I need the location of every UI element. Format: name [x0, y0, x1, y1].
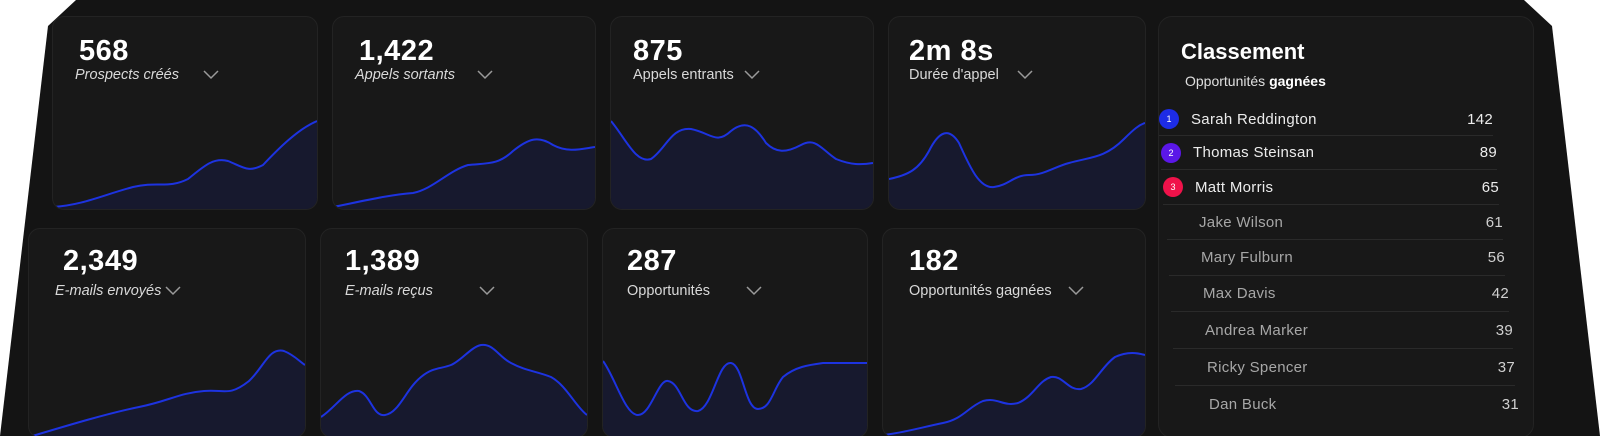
chevron-down-icon[interactable] — [479, 286, 495, 296]
metric-label: Appels entrants — [633, 67, 734, 83]
rank-badge-3: 3 — [1163, 177, 1183, 197]
leaderboard-score: 37 — [1497, 358, 1515, 376]
metric-card-incoming-calls[interactable]: 875 Appels entrants — [610, 16, 874, 210]
sparkline-chart — [889, 122, 1145, 209]
leaderboard-score: 39 — [1495, 321, 1513, 339]
leaderboard-row[interactable]: 1 Sarah Reddington 142 — [1159, 103, 1493, 136]
metric-card-emails-received[interactable]: 1,389 E-mails reçus — [320, 228, 588, 436]
metric-card-call-duration[interactable]: 2m 8s Durée d'appel — [888, 16, 1146, 210]
leaderboard-row[interactable]: 3 Matt Morris 65 — [1163, 170, 1499, 205]
leaderboard-panel: Classement Opportunités gagnées 1 Sarah … — [1158, 16, 1534, 436]
metric-card-opportunities[interactable]: 287 Opportunités — [602, 228, 868, 436]
leaderboard-name: Mary Fulburn — [1201, 249, 1293, 266]
sparkline-chart — [53, 120, 317, 209]
sparkline-chart — [29, 349, 305, 436]
sparkline-chart — [611, 120, 873, 209]
metric-value: 287 — [627, 245, 677, 277]
leaderboard-name: Max Davis — [1203, 285, 1276, 302]
leaderboard-row[interactable]: Max Davis 42 — [1171, 276, 1509, 312]
metric-value: 1,422 — [359, 35, 435, 67]
metric-card-prospects[interactable]: 568 Prospects créés — [52, 16, 318, 210]
metric-value: 875 — [633, 35, 683, 67]
leaderboard-name: Ricky Spencer — [1207, 358, 1308, 376]
metric-card-outgoing-calls[interactable]: 1,422 Appels sortants — [332, 16, 596, 210]
metric-label: Appels sortants — [355, 67, 455, 83]
rank-badge-1: 1 — [1159, 109, 1179, 129]
leaderboard-subtitle: Opportunités gagnées — [1185, 73, 1326, 89]
leaderboard-row[interactable]: Ricky Spencer 37 — [1175, 349, 1515, 386]
leaderboard-score: 42 — [1491, 285, 1509, 302]
leaderboard-row[interactable]: 2 Thomas Steinsan 89 — [1161, 136, 1497, 170]
leaderboard-name: Sarah Reddington — [1191, 110, 1317, 128]
leaderboard-name: Thomas Steinsan — [1193, 144, 1315, 161]
metric-value: 568 — [79, 35, 129, 67]
metric-label: Opportunités — [627, 283, 711, 299]
leaderboard-name: Jake Wilson — [1199, 213, 1284, 231]
sparkline-chart — [321, 343, 587, 436]
leaderboard-score: 31 — [1501, 395, 1519, 413]
leaderboard-row[interactable]: Jake Wilson 61 — [1167, 205, 1503, 240]
subtitle-prefix: Opportunités — [1185, 73, 1266, 89]
leaderboard-score: 56 — [1487, 249, 1505, 266]
chevron-down-icon[interactable] — [1068, 286, 1084, 296]
rank-badge-2: 2 — [1161, 142, 1181, 163]
metric-value: 2,349 — [63, 245, 139, 277]
leaderboard-name: Matt Morris — [1195, 178, 1274, 196]
subtitle-bold: gagnées — [1269, 73, 1326, 89]
metric-label: E-mails envoyés — [55, 283, 162, 299]
chevron-down-icon[interactable] — [744, 70, 760, 80]
chevron-down-icon[interactable] — [477, 70, 493, 80]
chevron-down-icon[interactable] — [203, 70, 219, 80]
sparkline-chart — [883, 352, 1145, 436]
metric-value: 1,389 — [345, 245, 421, 277]
metric-value: 182 — [909, 245, 959, 277]
leaderboard-row[interactable]: Mary Fulburn 56 — [1169, 240, 1505, 276]
chevron-down-icon[interactable] — [1017, 70, 1033, 80]
leaderboard-name: Andrea Marker — [1205, 321, 1309, 339]
leaderboard-row[interactable]: Dan Buck 31 — [1177, 386, 1519, 422]
metric-label: Opportunités gagnées — [909, 283, 1052, 299]
leaderboard-score: 89 — [1479, 144, 1497, 161]
chevron-down-icon[interactable] — [746, 286, 762, 296]
leaderboard-score: 65 — [1481, 178, 1499, 196]
metric-label: E-mails reçus — [345, 283, 433, 299]
sparkline-chart — [603, 360, 867, 436]
metric-card-opportunities-won[interactable]: 182 Opportunités gagnées — [882, 228, 1146, 436]
metric-value: 2m 8s — [909, 35, 994, 67]
leaderboard-title: Classement — [1181, 39, 1305, 64]
metric-label: Prospects créés — [75, 67, 179, 83]
leaderboard-score: 142 — [1467, 110, 1493, 128]
leaderboard-score: 61 — [1485, 213, 1503, 231]
chevron-down-icon[interactable] — [165, 286, 181, 296]
sparkline-chart — [333, 138, 595, 209]
metric-card-emails-sent[interactable]: 2,349 E-mails envoyés — [28, 228, 306, 436]
leaderboard-name: Dan Buck — [1209, 395, 1277, 413]
leaderboard-row[interactable]: Andrea Marker 39 — [1173, 312, 1513, 349]
metric-label: Durée d'appel — [909, 67, 999, 83]
